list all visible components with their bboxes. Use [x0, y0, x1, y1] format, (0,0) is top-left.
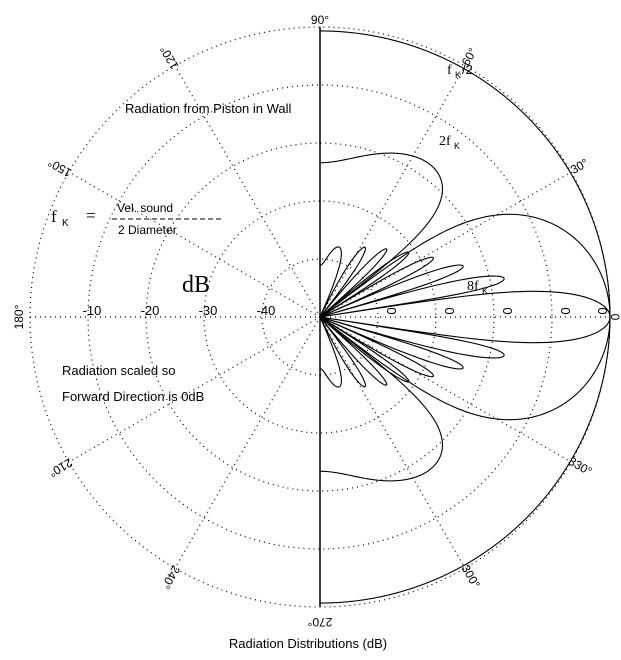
series-name-subscript: K — [454, 141, 460, 151]
formula-denominator: 2 Diameter — [118, 223, 177, 237]
angle-tick-label: 150° — [45, 155, 74, 180]
grid-spoke — [319, 65, 466, 318]
series-label-8fk: 8f K — [467, 279, 488, 296]
ring-label: -20 — [141, 303, 160, 318]
series-name: 2f — [439, 134, 451, 149]
angle-tick-label: 210° — [46, 455, 75, 480]
x-axis-label: Radiation Distributions (dB) — [229, 636, 387, 651]
series-name: 8f — [467, 279, 479, 294]
note-line1: Radiation scaled so — [62, 363, 175, 378]
series-label-2fk: 2f K — [439, 134, 460, 151]
formula-lhs: f — [51, 207, 57, 226]
series-name-suffix: /2 — [462, 62, 473, 77]
grid-spoke — [319, 316, 572, 463]
ring-label: 0 — [384, 307, 399, 314]
series-name-subscript: K — [455, 70, 461, 80]
ring-label: -40 — [257, 303, 276, 318]
grid-ring — [87, 84, 553, 550]
angle-tick-labels: 90°60°30°0330°300°270°240°210°180°150°12… — [12, 13, 621, 629]
angle-tick-label: 0 — [608, 314, 621, 321]
series-name: f — [447, 63, 452, 78]
formula-equals: = — [86, 206, 96, 225]
formula-numerator: Vel. sound — [117, 201, 173, 215]
formula: f K = Vel. sound 2 Diameter — [51, 201, 222, 237]
angle-tick-label: 330° — [566, 454, 595, 479]
grid-spoke — [68, 316, 321, 463]
radiation-curve-3 — [319, 246, 611, 388]
angle-tick-label: 240° — [158, 563, 183, 592]
grid-spoke — [319, 171, 572, 318]
angle-tick-label: 300° — [458, 562, 483, 591]
ring-label: 0 — [558, 307, 573, 314]
angle-tick-label: 120° — [157, 43, 182, 72]
grid-spoke — [319, 316, 466, 569]
angle-tick-label: 270° — [307, 615, 332, 629]
ring-label: -10 — [83, 303, 102, 318]
unit-label: dB — [182, 272, 210, 298]
grid-spoke — [68, 171, 321, 318]
grid-spoke — [174, 316, 321, 569]
grid-spoke — [174, 65, 321, 318]
angle-tick-label: 180° — [12, 304, 26, 329]
note-line2: Forward Direction is 0dB — [62, 389, 204, 404]
series-label-half-fk: f K /2 — [447, 62, 473, 80]
series-name-subscript: K — [482, 286, 488, 296]
ring-label: -30 — [199, 303, 218, 318]
angle-tick-label: 90° — [311, 13, 329, 27]
radiation-curves — [319, 30, 611, 604]
formula-lhs-subscript: K — [62, 218, 69, 229]
grid-ring — [145, 142, 495, 492]
ring-label: 0 — [442, 307, 457, 314]
ring-label: 0 — [500, 307, 515, 314]
chart-title-line1: Radiation from Piston in Wall — [125, 101, 292, 116]
ring-labels: -10 -20 -30 -40 0 0 0 0 0 — [83, 303, 610, 318]
ring-label: 0 — [595, 307, 610, 314]
